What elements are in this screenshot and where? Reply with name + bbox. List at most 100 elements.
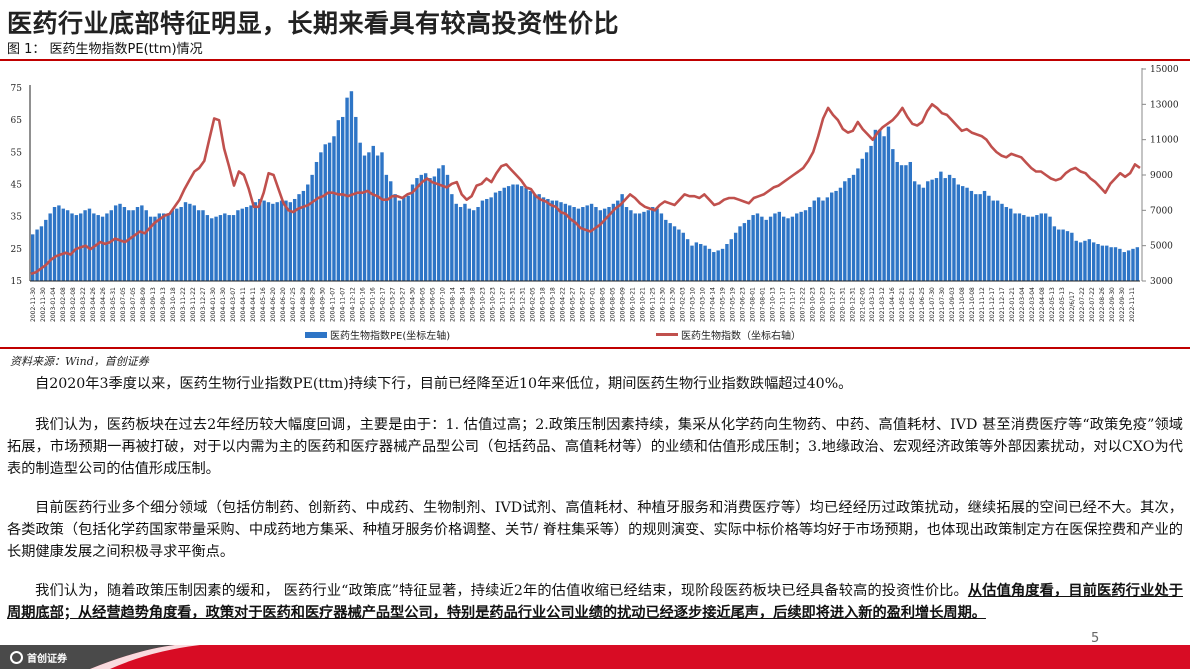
svg-text:2021-05-21: 2021-05-21 (899, 287, 906, 322)
svg-text:2005-01-16: 2005-01-16 (370, 287, 377, 322)
legend-index: 医药生物指数（坐标右轴） (656, 327, 801, 342)
svg-text:2007-05-19: 2007-05-19 (729, 287, 736, 322)
legend-bar-swatch (305, 331, 327, 338)
svg-text:2005-12-31: 2005-12-31 (510, 287, 517, 322)
svg-text:2007-11-17: 2007-11-17 (789, 287, 796, 322)
svg-text:75: 75 (11, 84, 23, 94)
svg-text:2022-04-08: 2022-04-08 (1039, 287, 1046, 322)
svg-text:2021-06-25: 2021-06-25 (919, 287, 926, 322)
svg-text:2005-02-17: 2005-02-17 (380, 287, 387, 322)
paragraph-1: 自2020年3季度以来，医药生物行业指数PE(ttm)持续下行，目前已经降至近1… (7, 373, 1183, 395)
svg-text:13000: 13000 (1150, 100, 1179, 110)
svg-text:2003-04-26: 2003-04-26 (90, 287, 97, 322)
chart-bottom-divider (0, 347, 1190, 349)
source-note: 资料来源：Wind，首创证券 (10, 355, 149, 368)
legend-pe-label: 医药生物指数PE(坐标左轴) (330, 331, 451, 342)
svg-text:2004-07-25: 2004-07-25 (290, 287, 297, 322)
svg-text:2003-07-05: 2003-07-05 (120, 287, 127, 322)
svg-text:2003-03-22: 2003-03-22 (80, 287, 87, 322)
svg-text:2004-12-12: 2004-12-12 (350, 287, 357, 322)
svg-text:2021-04-16: 2021-04-16 (889, 287, 896, 322)
svg-text:2007-08-01: 2007-08-01 (759, 287, 766, 322)
svg-text:2021-07-30: 2021-07-30 (929, 287, 936, 322)
figure-caption: 图 1： 医药生物指数PE(ttm)情况 (7, 42, 203, 57)
x-axis-ticks: 2002-11-30 2002-11-30 2003-01-04 2003-02-08… (30, 287, 1136, 322)
svg-text:2005-01-16: 2005-01-16 (360, 287, 367, 322)
svg-text:2005-07-10: 2005-07-10 (440, 287, 447, 322)
svg-text:2006-12-30: 2006-12-30 (659, 287, 666, 322)
svg-text:2005-08-14: 2005-08-14 (450, 287, 457, 322)
svg-text:15000: 15000 (1150, 65, 1179, 75)
svg-text:2007-03-10: 2007-03-10 (699, 287, 706, 322)
paragraph-4-text: 我们认为，随着政策压制因素的缓和， 医药行业“政策底”特征显著，持续近2年的估值… (35, 583, 968, 599)
pe-bars (31, 91, 1140, 282)
legend-pe: 医药生物指数PE(坐标左轴) (305, 327, 450, 342)
svg-text:2006-10-21: 2006-10-21 (630, 287, 637, 322)
svg-text:7000: 7000 (1150, 206, 1173, 216)
logo-icon (10, 651, 23, 664)
svg-text:2006-09-09: 2006-09-09 (620, 287, 627, 322)
svg-text:2021-05-21: 2021-05-21 (909, 287, 916, 322)
svg-text:2022-09-30: 2022-09-30 (1109, 287, 1116, 322)
svg-text:2003-09-13: 2003-09-13 (150, 287, 157, 322)
svg-text:2002-11-30: 2002-11-30 (40, 287, 47, 322)
svg-text:2005-08-14: 2005-08-14 (460, 287, 467, 322)
footer-band (0, 645, 1190, 669)
svg-text:2021-03-12: 2021-03-12 (869, 287, 876, 322)
page-title: 医药行业底部特征明显，长期来看具有较高投资性价比 (7, 9, 620, 38)
svg-text:2007-03-10: 2007-03-10 (689, 287, 696, 322)
svg-text:2002-11-30: 2002-11-30 (30, 287, 37, 322)
svg-text:2005-03-27: 2005-03-27 (400, 287, 407, 322)
paragraph-4-emphasis: 从估值角度看，目前医药行业处于周期底部；从经营趋势角度看，政策对于医药和医疗器械… (7, 583, 1183, 621)
svg-text:2020-10-23: 2020-10-23 (819, 287, 826, 322)
svg-text:2006-11-25: 2006-11-25 (649, 287, 656, 322)
svg-text:65: 65 (11, 116, 23, 126)
svg-text:2007-06-23: 2007-06-23 (739, 287, 746, 322)
svg-text:2022-05-13: 2022-05-13 (1059, 287, 1066, 322)
svg-text:2022-09-30: 2022-09-30 (1119, 287, 1126, 322)
paragraph-3: 目前医药行业多个细分领域（包括仿制药、创新药、中成药、生物制剂、IVD试剂、高值… (7, 497, 1183, 563)
svg-text:2020-12-31: 2020-12-31 (839, 287, 846, 322)
svg-text:2021-09-03: 2021-09-03 (949, 287, 956, 322)
svg-text:11000: 11000 (1150, 136, 1179, 146)
paragraph-3-text: 目前医药行业多个细分领域（包括仿制药、创新药、中成药、生物制剂、IVD试剂、高值… (7, 500, 1183, 560)
svg-text:55: 55 (11, 148, 23, 158)
svg-text:2003-12-27: 2003-12-27 (200, 287, 207, 322)
svg-text:2022-01-21: 2022-01-21 (1009, 287, 1016, 322)
svg-text:25: 25 (11, 245, 23, 255)
svg-text:2007-10-13: 2007-10-13 (769, 287, 776, 322)
svg-text:2007-11-17: 2007-11-17 (779, 287, 786, 322)
svg-text:2005-03-27: 2005-03-27 (390, 287, 397, 322)
svg-text:2021-03-12: 2021-03-12 (879, 287, 886, 322)
svg-text:2020-10-23: 2020-10-23 (809, 287, 816, 322)
svg-text:2006-08-05: 2006-08-05 (610, 287, 617, 322)
right-axis-ticks: 3000 5000 7000 9000 11000 13000 15000 (1142, 65, 1179, 287)
svg-text:35: 35 (11, 213, 23, 223)
svg-text:2006-07-01: 2006-07-01 (590, 287, 597, 322)
svg-text:2005-06-05: 2005-06-05 (430, 287, 437, 322)
legend-index-label: 医药生物指数（坐标右轴） (681, 331, 801, 342)
svg-text:2004-06-20: 2004-06-20 (280, 287, 287, 322)
svg-text:2022-03-04: 2022-03-04 (1029, 287, 1036, 322)
paragraph-4: 我们认为，随着政策压制因素的缓和， 医药行业“政策底”特征显著，持续近2年的估值… (7, 580, 1183, 624)
svg-text:2022-11-11: 2022-11-11 (1129, 287, 1136, 322)
svg-text:2005-04-30: 2005-04-30 (410, 287, 417, 322)
svg-text:2005-12-31: 2005-12-31 (520, 287, 527, 322)
svg-text:2021-11-12: 2021-11-12 (979, 287, 986, 322)
svg-text:2005-11-27: 2005-11-27 (500, 287, 507, 322)
svg-text:2004-06-20: 2004-06-20 (270, 287, 277, 322)
svg-text:2004-08-29: 2004-08-29 (300, 287, 307, 322)
svg-text:2021-12-17: 2021-12-17 (999, 287, 1006, 322)
paragraph-1-text: 自2020年3季度以来，医药生物行业指数PE(ttm)持续下行，目前已经降至近1… (35, 376, 853, 392)
company-logo: 首创证券 (10, 650, 67, 665)
svg-text:2006-12-30: 2006-12-30 (669, 287, 676, 322)
svg-text:2003-04-26: 2003-04-26 (100, 287, 107, 322)
svg-text:2022-08-26: 2022-08-26 (1099, 287, 1106, 322)
svg-text:2021-12-17: 2021-12-17 (989, 287, 996, 322)
svg-text:2003-09-13: 2003-09-13 (160, 287, 167, 322)
svg-text:2003-02-08: 2003-02-08 (70, 287, 77, 322)
svg-text:2022-05-13: 2022-05-13 (1049, 287, 1056, 322)
pe-index-chart: 15 25 35 45 55 65 75 3000 5000 7000 9000 11000 1300… (11, 65, 1179, 322)
svg-text:2021-10-08: 2021-10-08 (959, 287, 966, 322)
svg-text:2004-05-16: 2004-05-16 (260, 287, 267, 322)
